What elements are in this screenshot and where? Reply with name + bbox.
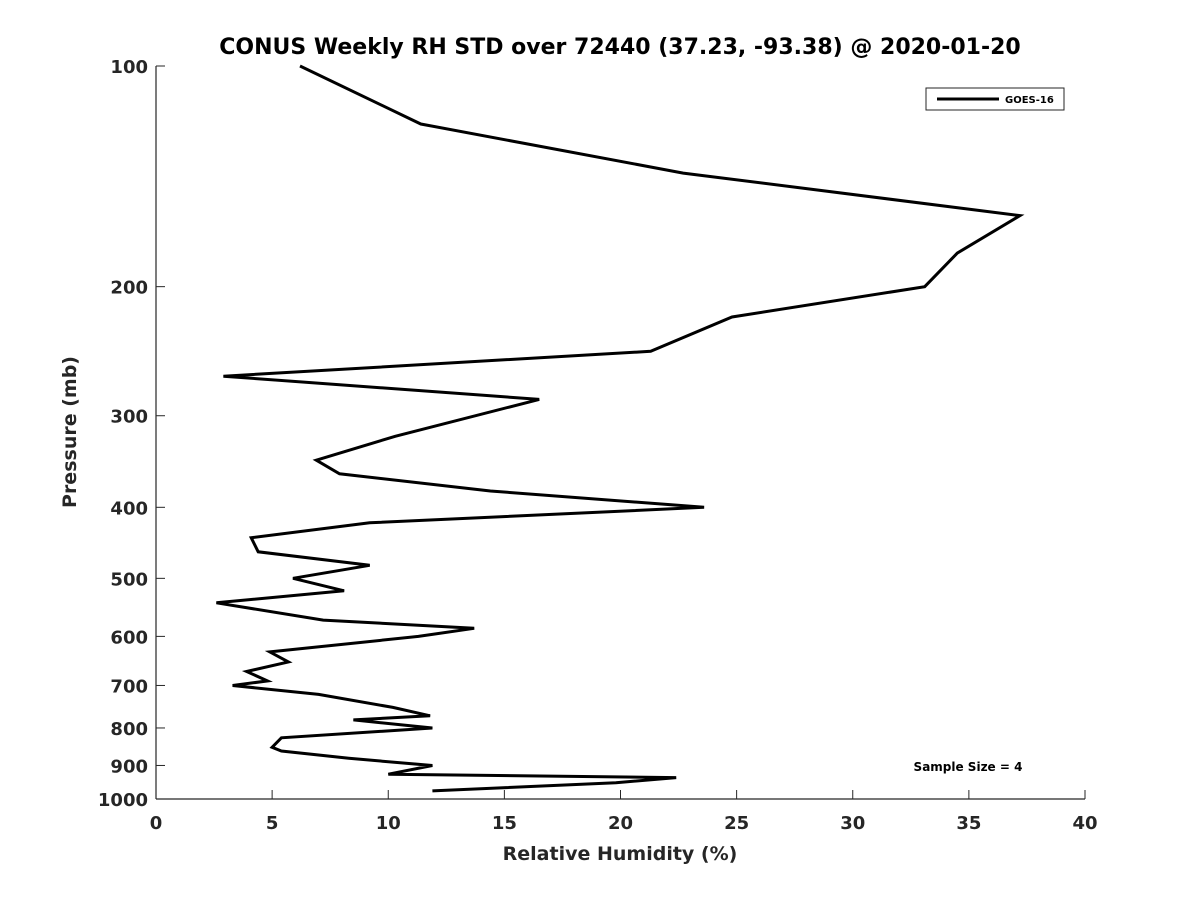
x-tick-label: 10 bbox=[376, 813, 401, 834]
x-tick-label: 30 bbox=[840, 813, 865, 834]
y-axis-ticks: 100 200 300 400 500 600 700 800 900 1000 bbox=[98, 57, 165, 811]
x-tick-label: 40 bbox=[1072, 813, 1097, 834]
y-tick-label: 300 bbox=[110, 407, 148, 428]
x-tick-label: 5 bbox=[266, 813, 279, 834]
x-axis-label: Relative Humidity (%) bbox=[503, 843, 738, 865]
sample-size-annotation: Sample Size = 4 bbox=[914, 760, 1023, 774]
legend-label-goes16: GOES-16 bbox=[1005, 95, 1054, 106]
y-tick-label: 1000 bbox=[98, 790, 148, 811]
plot-area: 0 5 10 15 20 25 30 35 40 100 200 300 400 500 600 700 80… bbox=[98, 57, 1098, 834]
x-tick-label: 0 bbox=[150, 813, 163, 834]
x-tick-label: 15 bbox=[492, 813, 517, 834]
chart-title: CONUS Weekly RH STD over 72440 (37.23, -… bbox=[219, 35, 1020, 60]
y-tick-label: 400 bbox=[110, 498, 148, 519]
x-axis-ticks: 0 5 10 15 20 25 30 35 40 bbox=[150, 790, 1098, 834]
x-tick-label: 35 bbox=[956, 813, 981, 834]
legend: GOES-16 bbox=[925, 87, 1065, 111]
y-tick-label: 900 bbox=[110, 756, 148, 777]
series-layer bbox=[216, 64, 1025, 793]
y-tick-label: 800 bbox=[110, 719, 148, 740]
y-tick-label: 100 bbox=[110, 57, 148, 78]
y-tick-label: 700 bbox=[110, 676, 148, 697]
x-tick-label: 20 bbox=[608, 813, 633, 834]
series-line-goes16 bbox=[216, 64, 1025, 793]
y-tick-label: 200 bbox=[110, 278, 148, 299]
y-tick-label: 600 bbox=[110, 627, 148, 648]
y-tick-label: 500 bbox=[110, 569, 148, 590]
x-tick-label: 25 bbox=[724, 813, 749, 834]
y-axis-label: Pressure (mb) bbox=[59, 356, 81, 508]
